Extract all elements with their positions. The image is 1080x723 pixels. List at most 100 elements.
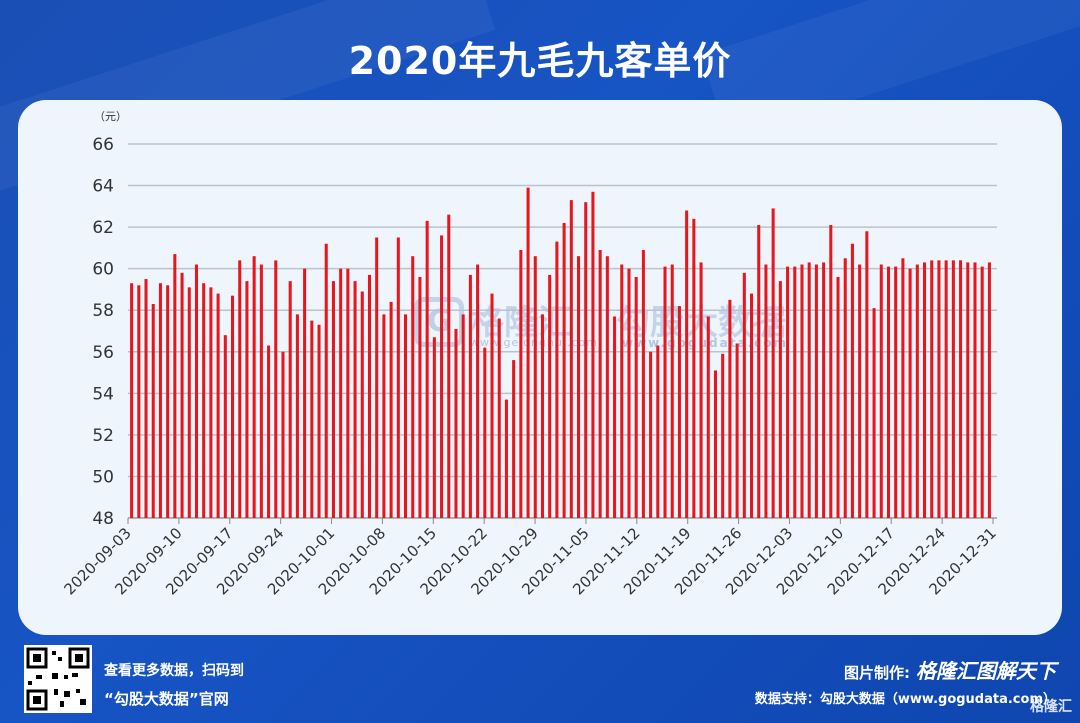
corner-logo: 格隆汇 [1030,699,1072,715]
credit-brand: 格隆汇图解天下 [916,659,1056,683]
bar [382,314,386,518]
bar [735,343,739,518]
bar [490,293,494,518]
bar [973,262,977,518]
bar [130,283,134,518]
bar [389,301,393,518]
bar [281,351,285,518]
bar [656,345,660,518]
bar [584,202,588,518]
bar [944,260,948,518]
data-source: 数据支持：勾股大数据（www.gogudata.com） [754,692,1056,707]
y-tick-label: 60 [92,260,114,280]
bar [894,266,898,518]
bar [641,249,645,518]
bar [750,293,754,518]
bar [800,264,804,518]
bar [865,231,869,518]
bar [591,191,595,519]
bar [858,264,862,518]
bar [411,256,415,518]
bar [223,335,227,518]
bar [331,281,335,518]
y-tick-label: 66 [92,135,114,155]
bar [180,272,184,518]
bar [187,287,191,518]
bar [404,314,408,518]
bar [339,268,343,518]
bar [613,316,617,518]
bar [166,285,170,518]
bar [685,210,689,519]
bar [677,306,681,518]
bar [649,351,653,518]
bar [274,260,278,518]
bar [937,260,941,518]
bar [886,266,890,518]
bar [713,370,717,518]
bar [504,399,508,518]
bar [634,276,638,518]
bar [764,264,768,518]
bar [879,264,883,518]
bar [353,281,357,518]
bar [533,256,537,518]
bar [923,262,927,518]
bar [569,200,573,518]
bar [814,264,818,518]
bar [706,316,710,518]
bar [930,260,934,518]
bar [432,337,436,518]
image-credit: 图片制作: 格隆汇图解天下 [844,655,1056,684]
bar [137,285,141,518]
bar [194,264,198,518]
bar [238,260,242,518]
bar [771,208,775,518]
bar [440,235,444,519]
bar [173,254,177,518]
scan-hint: 查看更多数据，扫码到 [104,663,244,679]
bar [555,241,559,518]
page-title: 2020年九毛九客单价 [348,39,732,83]
bar [577,256,581,518]
bar [786,266,790,518]
bar [252,256,256,518]
y-tick-label: 58 [92,301,114,321]
bar [295,314,299,518]
bar [908,268,912,518]
bar [778,281,782,518]
bar [548,274,552,518]
y-unit-label: （元） [94,110,127,123]
y-tick-label: 52 [92,426,114,446]
bar [468,274,472,518]
bar [144,279,148,518]
bar [259,264,263,518]
qr-code-icon [24,645,92,713]
bar [620,264,624,518]
bar [951,260,955,518]
bar [209,287,213,518]
bar [512,360,516,518]
y-tick-label: 64 [92,177,114,197]
bar [497,318,501,518]
bar [454,328,458,518]
bar [526,187,530,518]
bar [324,243,328,519]
bar [375,237,379,518]
bar [158,283,162,518]
bar [317,324,321,518]
bar [901,258,905,518]
bar [310,320,314,518]
bar [418,276,422,518]
bar [915,264,919,518]
bar [822,262,826,518]
bar [987,262,991,518]
bar [959,260,963,518]
bar [598,249,602,518]
bar [742,272,746,518]
bar [836,276,840,518]
bar [562,222,566,518]
bar [396,237,400,518]
y-tick-label: 56 [92,343,114,363]
